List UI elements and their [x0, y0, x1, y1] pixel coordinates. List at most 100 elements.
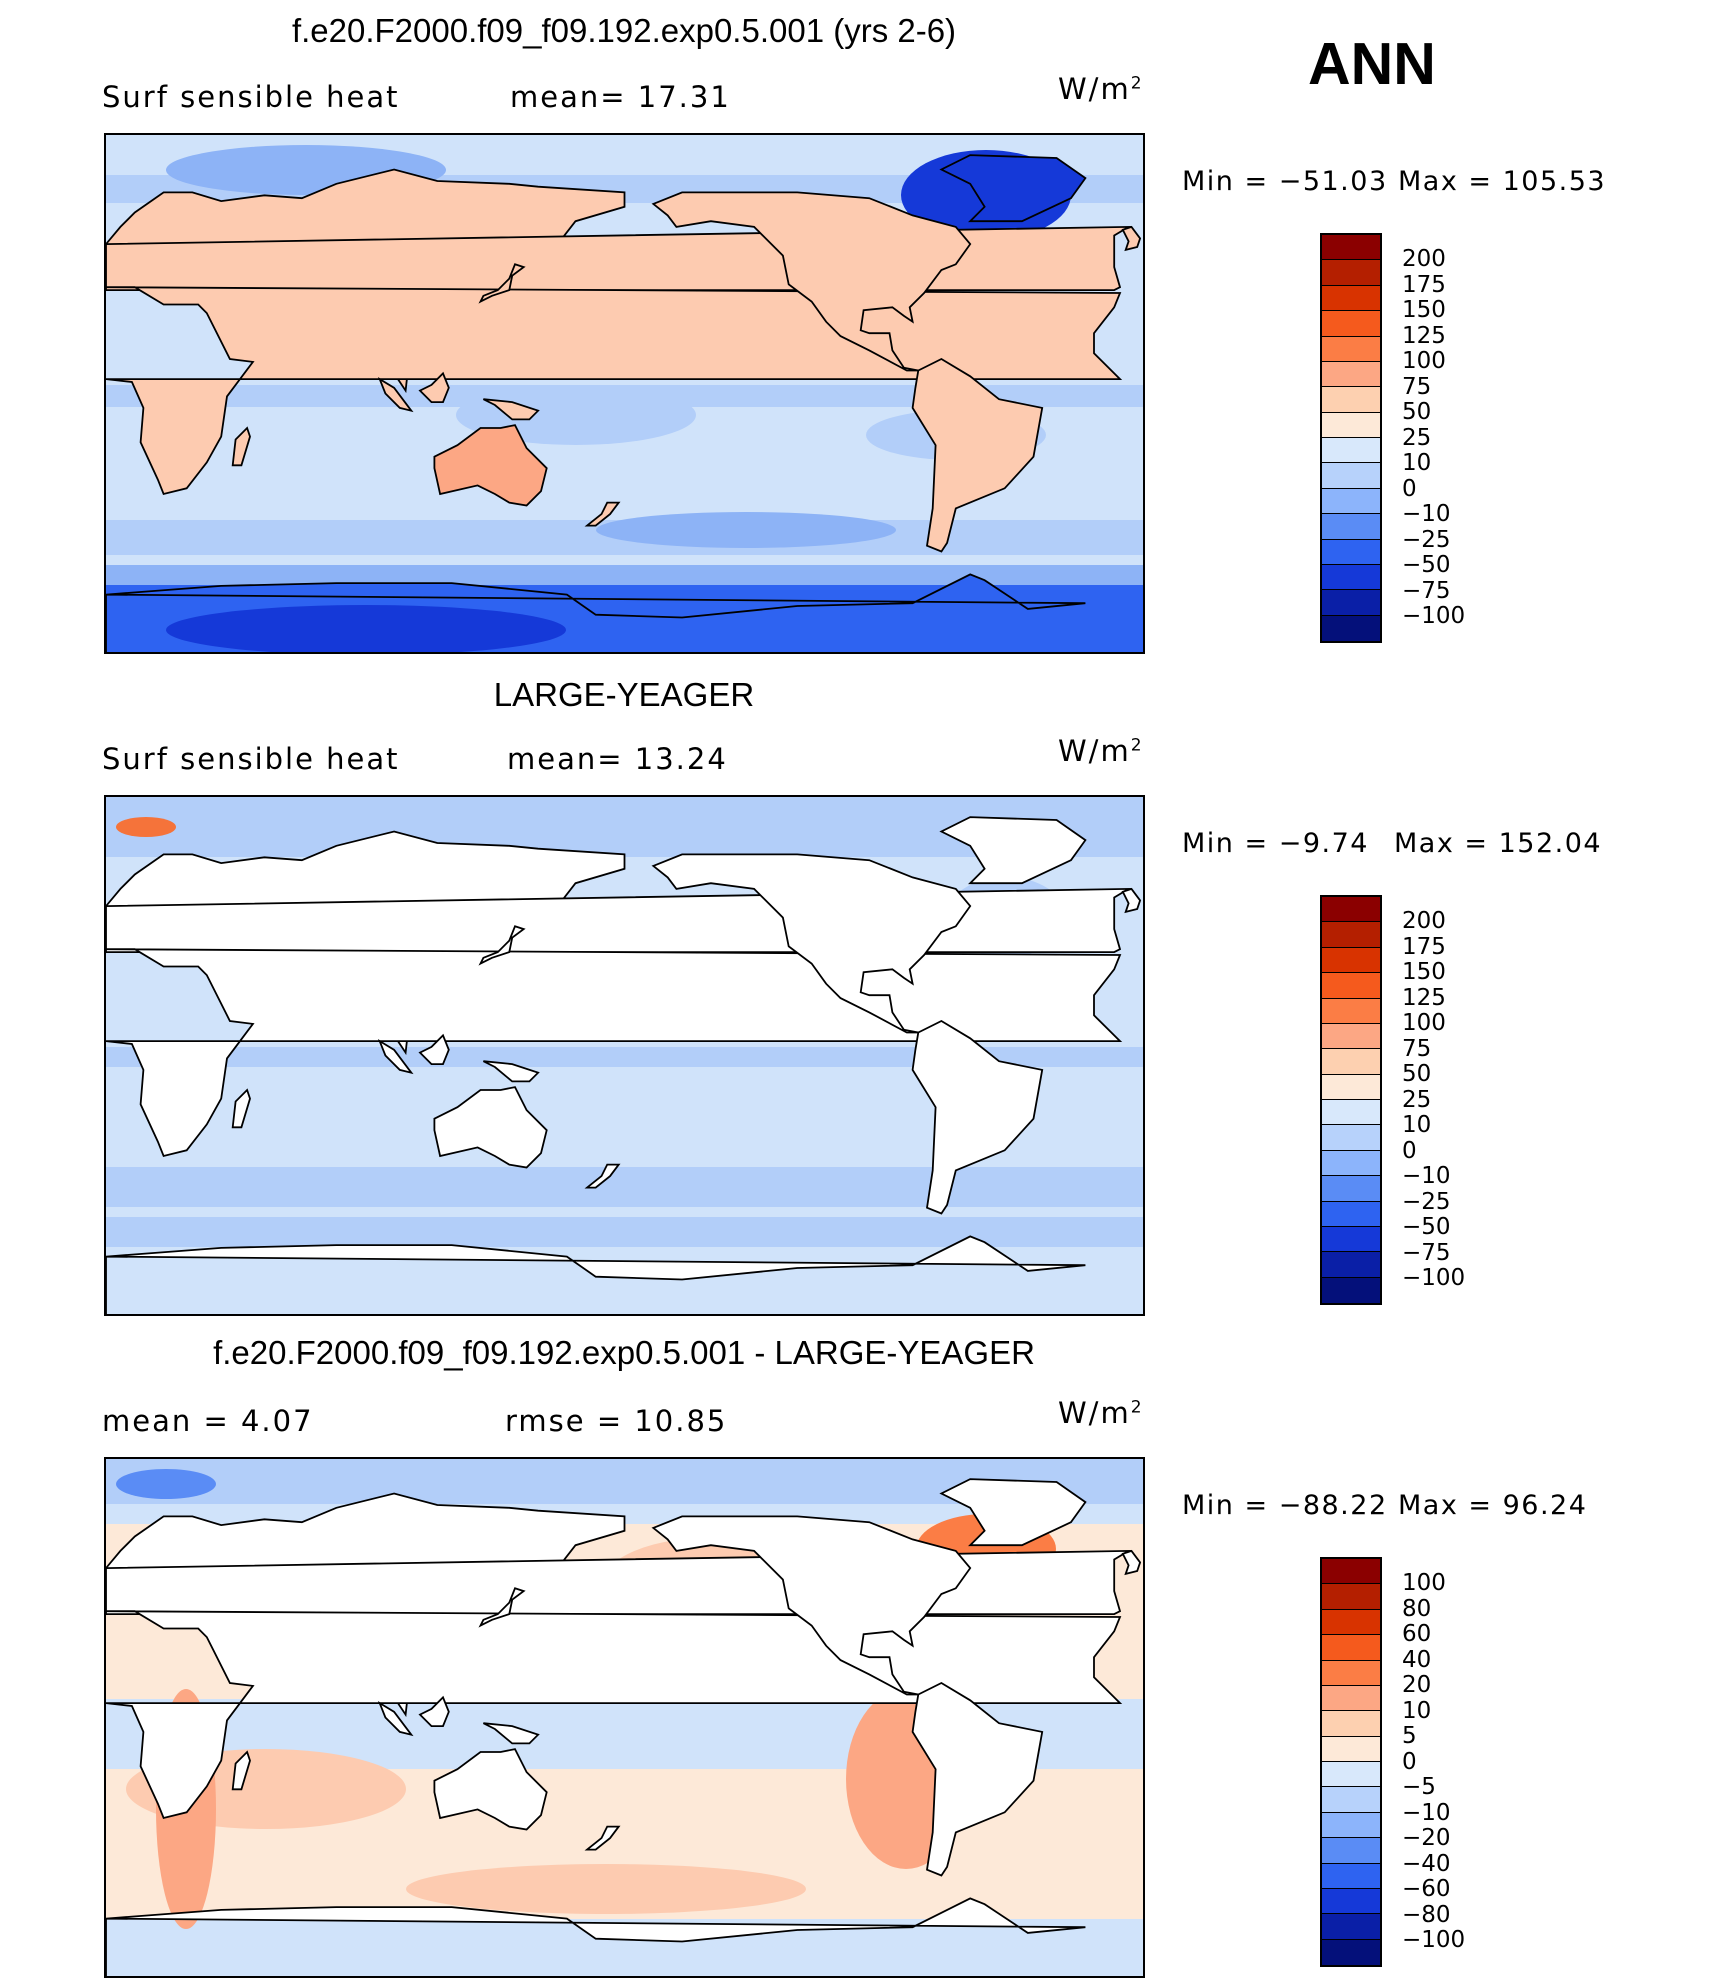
panel-1-mean-label: mean= 17.31 [510, 80, 731, 114]
colorbar-level-label: −100 [1402, 603, 1466, 629]
colorbar-box [1322, 260, 1380, 286]
panel-1-colorbar-labels: 200 175 150 125 100 75 50 25 10 0 −10 −25 −50 −75 −100 [1402, 246, 1466, 630]
colorbar-box [1322, 438, 1380, 464]
landmass-uk [1121, 1549, 1142, 1576]
colorbar-box [1322, 463, 1380, 489]
colorbar-box [1322, 1914, 1380, 1940]
colorbar-level-label: −10 [1402, 1163, 1451, 1189]
colorbar-level-label: 75 [1402, 1035, 1432, 1062]
landmass-madagascar [231, 1750, 251, 1791]
colorbar-box [1322, 336, 1380, 362]
colorbar-box [1322, 973, 1380, 999]
colorbar-level-label: 150 [1402, 297, 1446, 323]
contour-region [406, 1864, 806, 1914]
colorbar-box [1322, 1252, 1380, 1278]
landmass-namerica [651, 1515, 972, 1696]
colorbar-box [1322, 1176, 1380, 1202]
colorbar-box [1322, 1660, 1380, 1686]
colorbar-box [1322, 1609, 1380, 1636]
colorbar-box [1322, 998, 1380, 1024]
landmass-japan [478, 1587, 526, 1628]
colorbar-level-label: −50 [1402, 552, 1451, 578]
colorbar-box [1322, 387, 1380, 413]
panel-2-units: W/m2 [1058, 734, 1144, 768]
colorbar-level-label: 20 [1402, 1672, 1432, 1698]
colorbar-box [1322, 1863, 1380, 1889]
colorbar-level-label: 50 [1402, 1061, 1432, 1087]
colorbar-box [1322, 539, 1380, 565]
colorbar-level-label: −40 [1402, 1850, 1451, 1877]
colorbar-level-label: −100 [1402, 1927, 1466, 1953]
panel-3-map [104, 1457, 1145, 1978]
landmass-samerica [911, 357, 1044, 553]
colorbar-box [1322, 1736, 1380, 1762]
landmass-nz [584, 1825, 621, 1851]
colorbar-level-label: 100 [1402, 348, 1446, 374]
contour-region [166, 605, 566, 652]
contour-band [106, 1167, 1143, 1207]
contour-band [106, 1217, 1143, 1247]
colorbar-level-label: 125 [1402, 322, 1446, 349]
colorbar-box [1322, 590, 1380, 616]
colorbar-box [1322, 1150, 1380, 1177]
colorbar-box [1322, 615, 1380, 641]
panel-2-map [104, 795, 1145, 1316]
landmass-nz [584, 501, 621, 527]
colorbar-box [1322, 361, 1380, 388]
colorbar-level-label: 10 [1402, 1112, 1432, 1138]
panel-3-title: f.e20.F2000.f09_f09.192.exp0.5.001 - LAR… [213, 1334, 1035, 1371]
colorbar-level-label: −25 [1402, 1188, 1451, 1215]
landmass-namerica [651, 191, 972, 372]
colorbar-box [1322, 311, 1380, 337]
colorbar-level-label: 80 [1402, 1595, 1432, 1622]
map-svg [106, 797, 1143, 1314]
colorbar-box [1322, 285, 1380, 312]
colorbar-box [1322, 1074, 1380, 1100]
landmass-newguinea [482, 1060, 540, 1083]
colorbar-level-label: −50 [1402, 1214, 1451, 1240]
landmass-samerica [911, 1019, 1044, 1215]
colorbar-box [1322, 1787, 1380, 1813]
panel-2-colorbar-labels: 200 175 150 125 100 75 50 25 10 0 −10 −25 −50 −75 −100 [1402, 908, 1465, 1292]
colorbar-level-label: 125 [1402, 984, 1446, 1011]
colorbar-level-label: 60 [1402, 1621, 1432, 1647]
colorbar-level-label: −10 [1402, 501, 1451, 527]
colorbar-level-label: 100 [1402, 1010, 1446, 1036]
panel-1-colorbar [1320, 233, 1382, 643]
colorbar-box [1322, 1635, 1380, 1661]
colorbar-level-label: 100 [1402, 1570, 1446, 1596]
landmass-japan [478, 925, 526, 966]
colorbar-box [1322, 1049, 1380, 1075]
contour-region [596, 512, 896, 548]
panel-1-map [104, 133, 1145, 654]
season-label: ANN [1308, 31, 1436, 97]
landmass-borneo [418, 1695, 450, 1727]
panel-1-variable-label: Surf sensible heat [102, 80, 400, 114]
panel-3-rmse-label: rmse = 10.85 [505, 1404, 728, 1438]
map-svg [106, 135, 1143, 652]
colorbar-level-label: −80 [1402, 1901, 1451, 1928]
contour-band [106, 565, 1143, 585]
landmass-newguinea [482, 398, 540, 421]
warm-spot [116, 817, 176, 837]
panel-2-colorbar [1320, 895, 1382, 1305]
colorbar-level-label: −10 [1402, 1799, 1451, 1826]
colorbar-level-label: −75 [1402, 1239, 1451, 1266]
panel-3-mean-label: mean = 4.07 [102, 1404, 314, 1438]
panel-2-min-label: Min = −9.74 [1182, 828, 1369, 859]
landmass-nz [584, 1163, 621, 1189]
panel-1-max-label: Max = 105.53 [1398, 166, 1607, 197]
colorbar-level-label: 150 [1402, 959, 1446, 985]
colorbar-box [1322, 897, 1380, 923]
colorbar-box [1322, 235, 1380, 261]
map-svg [106, 1459, 1143, 1976]
colorbar-level-label: −5 [1402, 1774, 1436, 1800]
landmass-antarctica [106, 1897, 1086, 1976]
colorbar-level-label: 75 [1402, 373, 1432, 400]
landmass-uk [1121, 225, 1142, 252]
colorbar-level-label: 40 [1402, 1646, 1432, 1673]
colorbar-box [1322, 1125, 1380, 1151]
colorbar-box [1322, 1711, 1380, 1737]
landmass-australia [433, 1086, 548, 1169]
colorbar-level-label: 175 [1402, 271, 1446, 298]
